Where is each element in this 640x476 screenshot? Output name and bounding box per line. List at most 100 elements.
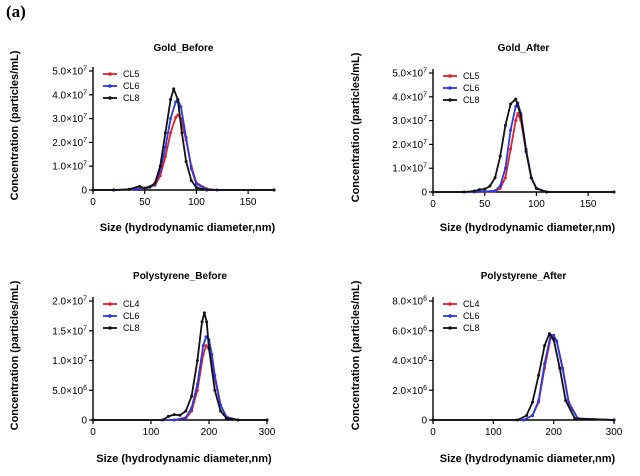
- data-point-cl6: [213, 373, 217, 377]
- x-tick-label: 0: [430, 427, 436, 438]
- y-axis-label: Concentration (particles/mL): [350, 280, 362, 430]
- data-point-cl8: [545, 190, 549, 194]
- series-line-cl8: [433, 98, 614, 193]
- x-tick-label: 100: [143, 427, 160, 438]
- y-axis-label: Concentration (particles/mL): [9, 280, 21, 430]
- x-tick-label: 0: [90, 427, 96, 438]
- legend-label: CL6: [123, 311, 140, 321]
- data-point-cl8: [184, 409, 188, 413]
- series-line-cl6: [433, 334, 615, 421]
- y-axis-label: Concentration (particles/mL): [350, 52, 362, 202]
- data-point-cl8: [524, 150, 528, 154]
- data-point-cl8: [176, 98, 180, 102]
- data-point-cl8: [148, 185, 152, 189]
- data-point-cl5: [503, 176, 507, 180]
- data-point-cl8: [172, 87, 176, 91]
- series-line-cl6: [433, 101, 614, 193]
- legend-label: CL8: [463, 95, 480, 105]
- y-tick-label: 1.0×107: [52, 161, 87, 173]
- data-point-cl8: [462, 190, 466, 194]
- data-point-cl6: [531, 414, 535, 418]
- y-tick-label: 5.0×106: [52, 385, 87, 397]
- chart-title: Gold_After: [498, 43, 550, 54]
- x-tick-label: 50: [479, 199, 491, 210]
- x-tick-label: 100: [188, 197, 205, 208]
- legend-marker: [448, 86, 452, 90]
- x-tick-label: 0: [430, 199, 436, 210]
- x-tick-label: 200: [201, 427, 218, 438]
- data-point-cl8: [531, 400, 535, 404]
- data-point-cl5: [163, 155, 167, 159]
- y-tick-label: 1.5×107: [52, 325, 87, 337]
- data-point-cl8: [219, 409, 223, 413]
- legend-marker: [448, 326, 452, 330]
- legend-marker: [108, 302, 112, 306]
- data-point-cl8: [205, 320, 209, 324]
- data-point-cl8: [224, 416, 228, 420]
- figure-label: (a): [6, 2, 26, 21]
- y-tick-label: 2.0×107: [52, 296, 87, 308]
- data-point-cl6: [552, 333, 556, 337]
- x-tick-label: 100: [528, 199, 545, 210]
- data-point-cl6: [184, 136, 188, 140]
- data-point-cl8: [519, 114, 523, 118]
- data-point-cl8: [138, 184, 142, 188]
- data-point-cl6: [174, 100, 178, 104]
- legend-marker: [448, 74, 452, 78]
- data-point-cl6: [537, 399, 541, 403]
- legend-label: CL8: [123, 93, 140, 103]
- y-tick-label: 3.0×107: [392, 115, 427, 127]
- legend-label: CL5: [463, 71, 480, 81]
- legend-marker: [108, 72, 112, 76]
- data-point-cl8: [564, 399, 568, 403]
- data-point-cl8: [483, 187, 487, 191]
- data-point-cl8: [558, 366, 562, 370]
- data-point-cl8: [515, 418, 519, 422]
- y-tick-label: 2.0×107: [52, 137, 87, 149]
- data-point-cl6: [543, 361, 547, 365]
- x-tick-label: 300: [259, 427, 276, 438]
- data-point-cl8: [552, 338, 556, 342]
- x-axis-label: Size (hydrodynamic diameter,nm): [440, 222, 616, 234]
- y-tick-label: 4.0×106: [392, 355, 427, 367]
- data-point-cl8: [153, 181, 157, 185]
- data-point-cl8: [189, 178, 193, 182]
- data-point-cl6: [509, 128, 513, 132]
- data-point-cl8: [236, 418, 240, 422]
- data-point-cl6: [169, 117, 173, 121]
- chart-title: Polystyrene_After: [481, 271, 567, 282]
- data-point-cl8: [91, 418, 95, 422]
- data-point-cl8: [202, 311, 206, 315]
- legend-marker: [448, 302, 452, 306]
- legend-marker: [108, 96, 112, 100]
- data-point-cl8: [158, 164, 162, 168]
- y-tick-label: 4.0×107: [52, 89, 87, 101]
- y-tick-label: 5.0×107: [392, 68, 427, 80]
- y-tick-label: 5.0×107: [52, 66, 87, 78]
- series-line-cl4: [433, 335, 615, 421]
- x-tick-label: 150: [580, 199, 597, 210]
- data-point-cl6: [555, 339, 559, 343]
- y-tick-label: 6.0×106: [392, 325, 427, 337]
- data-point-cl8: [472, 189, 476, 193]
- data-point-cl8: [205, 188, 209, 192]
- y-tick-label: 2.0×106: [392, 385, 427, 397]
- data-point-cl6: [201, 344, 205, 348]
- y-tick-label: 0: [421, 416, 427, 427]
- legend-marker: [108, 84, 112, 88]
- data-point-cl8: [478, 188, 482, 192]
- series-line-cl8: [433, 332, 615, 421]
- data-point-cl8: [169, 98, 173, 102]
- data-point-cl8: [172, 413, 176, 417]
- data-point-cl5: [169, 131, 173, 135]
- y-tick-label: 1.0×107: [392, 163, 427, 175]
- y-tick-label: 8.0×106: [392, 296, 427, 308]
- data-point-cl8: [514, 97, 518, 101]
- data-point-cl6: [498, 184, 502, 188]
- data-point-cl8: [200, 320, 204, 324]
- data-point-cl6: [163, 145, 167, 149]
- data-point-cl8: [493, 176, 497, 180]
- chart-panel-3: Polystyrene_Before 0 100 200 300 0 5.0×106 1.0×…: [9, 271, 276, 465]
- data-point-cl6: [184, 416, 188, 420]
- x-axis-label: Size (hydrodynamic diameter,nm): [96, 453, 272, 465]
